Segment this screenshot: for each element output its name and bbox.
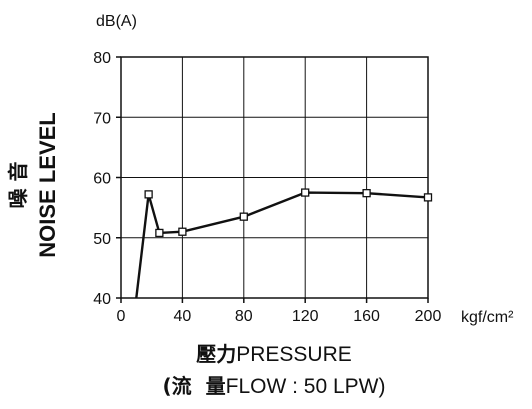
y-axis-title: 噪 音 NOISE LEVEL: [6, 112, 60, 257]
y-unit-label: dB(A): [96, 13, 137, 30]
x-tick-label: 80: [235, 308, 253, 325]
y-tick-label: 70: [93, 110, 111, 127]
data-point-marker: [155, 228, 164, 238]
series-line: [135, 191, 429, 299]
data-point-marker: [178, 227, 187, 236]
x-axis-subtitle-cjk: 量: [206, 374, 226, 398]
x-tick-label: 0: [117, 308, 126, 325]
x-axis-title-en: PRESSURE: [236, 343, 352, 366]
data-point-marker: [362, 189, 371, 198]
data-point-marker: [144, 190, 153, 199]
y-tick-label: 50: [93, 231, 111, 248]
chart-axes: [116, 56, 429, 303]
x-axis-subtitle-en: FLOW : 50 LPW): [226, 375, 386, 398]
data-point-marker: [239, 212, 248, 221]
y-axis-title-en: NOISE LEVEL: [35, 112, 60, 257]
x-axis-title-cjk: 壓力: [196, 342, 236, 366]
x-axis-title: 壓力PRESSURE: [196, 342, 352, 366]
data-point-marker: [423, 193, 433, 202]
x-axis-subtitle: (流 量FLOW : 50 LPW): [163, 374, 386, 398]
x-tick-label: 40: [174, 308, 192, 325]
chart-grid: [121, 57, 428, 298]
x-unit-label: kgf/cm²: [461, 309, 514, 326]
y-tick-label: 80: [93, 50, 111, 67]
data-point-marker: [301, 188, 310, 197]
noise-series: [135, 188, 433, 299]
x-tick-label: 120: [292, 308, 319, 325]
tick-labels: 40 50 60 70 80 0 40 80 120 160 200: [93, 50, 441, 325]
x-tick-label: 200: [415, 308, 442, 325]
x-axis-subtitle-open: (流: [163, 374, 192, 398]
y-axis-title-cjk: 噪 音: [6, 162, 30, 209]
x-tick-label: 160: [353, 308, 380, 325]
y-tick-label: 60: [93, 171, 111, 188]
y-tick-label: 40: [93, 291, 111, 308]
